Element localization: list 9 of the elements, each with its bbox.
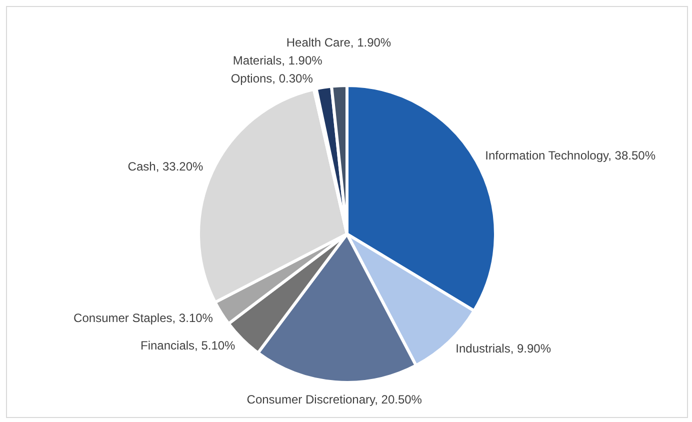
slice-label: Financials, 5.10%	[140, 338, 236, 353]
slice-label: Information Technology, 38.50%	[485, 148, 656, 162]
slice-label: Industrials, 9.90%	[456, 342, 552, 356]
slice-label: Materials, 1.90%	[232, 54, 323, 68]
slice-label: Health Care, 1.90%	[286, 36, 392, 50]
slice-label: Consumer Staples, 3.10%	[74, 310, 214, 325]
slice-label: Cash, 33.20%	[128, 160, 204, 174]
slice-label: Consumer Discretionary, 20.50%	[246, 392, 422, 406]
slice-label: Options, 0.30%	[230, 72, 314, 86]
